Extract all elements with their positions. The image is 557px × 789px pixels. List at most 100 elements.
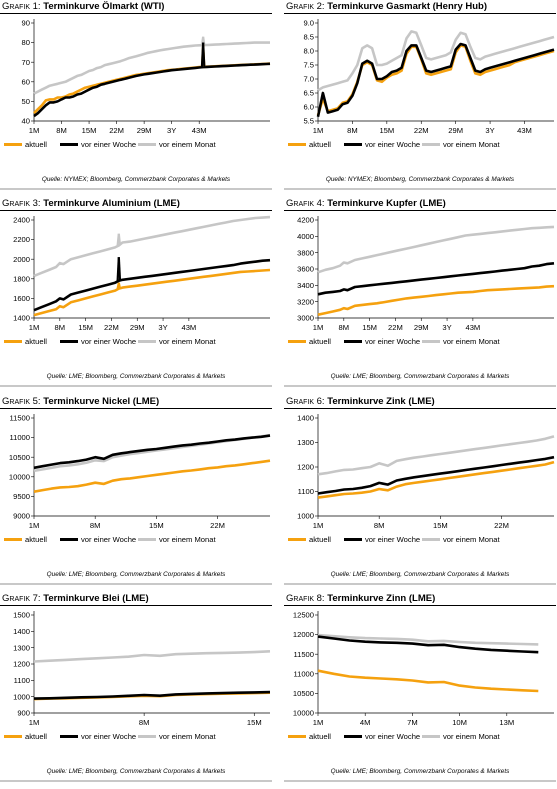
series-line-1	[33, 62, 271, 118]
chart-title: Grafik 4: Terminkurve Kupfer (LME)	[286, 198, 446, 209]
chart-svg: 9000 9500 10000 10500 11000 11500 1M 8M 15M 22M ak…	[4, 414, 271, 544]
legend-label: vor einem Monat	[159, 140, 216, 149]
x-tick-label: 43M	[192, 126, 207, 135]
y-tick-label: 5.5	[303, 117, 314, 126]
title-rule	[284, 13, 556, 14]
bottom-rule	[284, 780, 556, 782]
legend-label: vor einem Monat	[443, 732, 500, 741]
series-line-0	[316, 44, 555, 116]
chart-panel-8: Grafik 8: Terminkurve Zinn (LME) 10000 105…	[284, 592, 556, 789]
chart-svg: 1400 1600 1800 2000 2200 2400 1M 8M 15M 22M 29M 3Y 4…	[4, 215, 271, 346]
chart-title-text: Terminkurve Zinn (LME)	[327, 593, 436, 604]
chart-panel-7: Grafik 7: Terminkurve Blei (LME) 900 1000 1…	[0, 592, 272, 789]
x-tick-label: 15M	[82, 126, 97, 135]
x-tick-label: 1M	[29, 323, 40, 332]
chart-title-text: Terminkurve Blei (LME)	[43, 593, 149, 604]
legend-label: aktuell	[309, 535, 331, 544]
chart-title-text: Terminkurve Ölmarkt (WTI)	[43, 1, 165, 12]
y-tick-label: 2000	[13, 255, 30, 264]
legend-label: aktuell	[309, 732, 331, 741]
series-spike-0	[117, 282, 122, 289]
legend-label: aktuell	[309, 140, 331, 149]
y-tick-label: 1000	[13, 692, 30, 701]
legend-label: vor einem Monat	[159, 535, 216, 544]
grafik-number: Grafik 7:	[2, 593, 44, 604]
y-tick-label: 10500	[9, 453, 30, 462]
y-tick-label: 50	[22, 97, 30, 106]
chart-svg: 5.5 6.0 6.5 7.0 7.5 8.0 8.5 9.0 1M 8M 15M 22M 29M 3Y 4…	[288, 19, 555, 149]
title-rule	[284, 605, 556, 606]
series-line-2	[33, 215, 271, 278]
legend-label: vor einem Monat	[159, 337, 216, 346]
chart-svg: 900 1000 1100 1200 1300 1400 1500 1M 8M 15M aktuel…	[4, 611, 271, 741]
legend-label: vor einer Woche	[81, 140, 136, 149]
y-tick-label: 70	[22, 58, 30, 67]
series-line-1	[316, 42, 555, 118]
series-line-2	[33, 41, 270, 95]
y-tick-label: 9.0	[303, 19, 314, 28]
source-note: Quelle: NYMEX; Bloomberg, Commerzbank Co…	[325, 176, 515, 183]
legend-label: vor einer Woche	[365, 337, 420, 346]
y-tick-label: 12000	[293, 630, 314, 639]
x-tick-label: 3Y	[485, 126, 494, 135]
series-line-0	[317, 669, 539, 693]
bottom-rule	[0, 385, 272, 387]
legend-label: vor einer Woche	[365, 732, 420, 741]
bottom-rule	[284, 583, 556, 585]
bottom-rule	[0, 780, 272, 782]
x-tick-label: 8M	[139, 718, 150, 727]
title-rule	[0, 408, 272, 409]
grafik-number: Grafik 2:	[286, 1, 328, 12]
y-tick-label: 4000	[297, 232, 314, 241]
legend-label: vor einem Monat	[443, 337, 500, 346]
chart-title-text: Terminkurve Gasmarkt (Henry Hub)	[327, 1, 488, 12]
series-line-0	[317, 284, 555, 316]
y-tick-label: 11500	[293, 650, 314, 659]
chart-svg: 1000 1100 1200 1300 1400 1M 8M 15M 22M aktuell vor…	[288, 414, 555, 544]
legend-label: vor einem Monat	[443, 535, 500, 544]
x-tick-label: 7M	[407, 718, 418, 727]
chart-title: Grafik 6: Terminkurve Zink (LME)	[286, 396, 435, 407]
x-tick-label: 13M	[499, 718, 514, 727]
y-tick-label: 6.5	[303, 89, 314, 98]
series-line-0	[33, 459, 271, 493]
y-tick-label: 2200	[13, 235, 30, 244]
y-tick-label: 1600	[13, 294, 30, 303]
x-tick-label: 22M	[388, 323, 403, 332]
series-line-1	[33, 690, 271, 700]
y-tick-label: 1500	[13, 611, 30, 620]
x-tick-label: 43M	[517, 126, 532, 135]
x-tick-label: 1M	[313, 521, 324, 530]
source-note: Quelle: LME; Bloomberg, Commerzbank Corp…	[46, 571, 226, 578]
legend-label: vor einem Monat	[159, 732, 216, 741]
x-tick-label: 29M	[414, 323, 429, 332]
chart-title: Grafik 3: Terminkurve Aluminium (LME)	[2, 198, 180, 209]
y-tick-label: 3800	[297, 248, 314, 257]
chart-svg: 10000 10500 11000 11500 12000 12500 1M 4M 7M 10M 1…	[288, 611, 554, 741]
x-tick-label: 29M	[448, 126, 463, 135]
chart-panel-2: Grafik 2: Terminkurve Gasmarkt (Henry Hu…	[284, 0, 556, 197]
y-tick-label: 3200	[297, 297, 314, 306]
y-tick-label: 10500	[293, 689, 314, 698]
series-line-2	[317, 30, 555, 92]
y-tick-label: 12500	[293, 611, 314, 620]
series-line-0	[317, 460, 555, 499]
chart-title: Grafik 8: Terminkurve Zinn (LME)	[286, 593, 435, 604]
legend-label: aktuell	[25, 732, 47, 741]
y-tick-label: 8.5	[303, 33, 314, 42]
y-tick-label: 7.5	[303, 61, 314, 70]
y-tick-label: 11000	[293, 669, 314, 678]
x-tick-label: 29M	[130, 323, 145, 332]
legend-label: vor einer Woche	[365, 140, 420, 149]
x-tick-label: 8M	[339, 323, 350, 332]
series-line-1	[317, 262, 555, 296]
bottom-rule	[0, 583, 272, 585]
grafik-number: Grafik 8:	[286, 593, 328, 604]
x-tick-label: 8M	[90, 521, 101, 530]
y-tick-label: 3600	[297, 265, 314, 274]
x-tick-label: 3Y	[167, 126, 176, 135]
series-spike-1	[117, 257, 122, 281]
legend-label: aktuell	[25, 337, 47, 346]
grafik-number: Grafik 6:	[286, 396, 328, 407]
series-line-2	[317, 435, 555, 476]
